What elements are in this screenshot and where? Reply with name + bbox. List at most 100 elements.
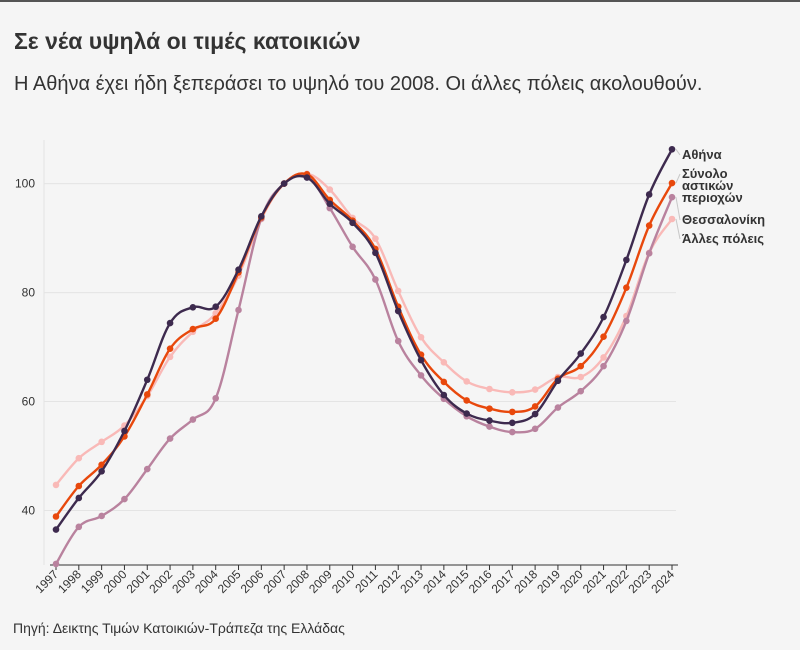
- y-axis: 40 60 80 100: [15, 177, 35, 518]
- data-point: [486, 423, 493, 430]
- x-tick-label: 2014: [420, 567, 449, 596]
- series-label-line: αστικών: [682, 178, 733, 193]
- data-point: [463, 410, 470, 417]
- data-point: [372, 276, 379, 283]
- data-point: [623, 256, 630, 264]
- series-label-line: περιοχών: [682, 190, 743, 205]
- data-point: [143, 376, 151, 384]
- chart-title: Σε νέα υψηλά οι τιμές κατοικιών: [14, 28, 361, 54]
- x-tick-label: 1998: [55, 567, 84, 596]
- data-point: [600, 313, 607, 321]
- label-connector: [675, 149, 681, 156]
- x-tick-label: 2001: [124, 567, 153, 596]
- x-tick-label: 2005: [215, 567, 244, 596]
- data-point: [75, 494, 83, 502]
- x-tick-label: 2004: [192, 567, 221, 596]
- series-label-group: Αθήνα: [675, 147, 722, 162]
- data-point: [52, 526, 60, 533]
- data-point: [212, 315, 220, 323]
- data-point: [280, 180, 288, 187]
- data-point: [98, 467, 105, 475]
- data-point: [75, 523, 83, 531]
- top-rule: [0, 0, 800, 2]
- data-point: [554, 404, 562, 411]
- data-point: [463, 397, 470, 404]
- x-tick-label: 2000: [101, 567, 130, 596]
- data-point: [121, 495, 128, 503]
- series-label-group: Θεσσαλονίκη: [675, 197, 765, 227]
- data-point: [212, 394, 220, 402]
- data-point: [303, 174, 311, 181]
- data-point: [372, 249, 379, 257]
- y-tick-label: 80: [22, 286, 36, 300]
- x-tick-label: 2018: [511, 567, 540, 596]
- y-tick-label: 60: [22, 395, 36, 409]
- data-point: [623, 284, 630, 291]
- series-label-line: Σύνολο: [682, 166, 728, 181]
- x-tick-label: 2002: [146, 567, 175, 596]
- series-line: [55, 148, 674, 531]
- data-point: [166, 319, 174, 327]
- series-label: Σύνολο αστικών περιοχών: [682, 166, 743, 205]
- data-point: [531, 403, 539, 410]
- x-tick-label: 2013: [397, 567, 426, 596]
- x-tick-label: 2009: [306, 567, 335, 596]
- data-point: [394, 337, 402, 345]
- data-point: [486, 405, 493, 412]
- data-point: [212, 303, 220, 311]
- data-point: [577, 373, 585, 381]
- data-point: [189, 303, 197, 311]
- data-point: [508, 419, 516, 427]
- data-point: [531, 386, 539, 393]
- x-tick-label: 2008: [283, 567, 312, 596]
- source-note: Πηγή: Δεικτης Τιμών Κατοικιών-Τράπεζα τη…: [13, 620, 345, 636]
- data-point: [531, 425, 539, 433]
- data-point: [508, 428, 516, 436]
- series-label: Άλλες πόλεις: [682, 231, 764, 246]
- data-point: [52, 513, 60, 520]
- x-tick-label: 2015: [443, 567, 472, 596]
- data-point: [143, 391, 151, 398]
- data-point: [440, 359, 448, 366]
- x-tick-label: 1997: [32, 567, 61, 596]
- chart-subtitle: Η Αθήνα έχει ήδη ξεπεράσει το υψηλό του …: [14, 73, 703, 95]
- data-point: [440, 391, 448, 399]
- data-point: [394, 287, 402, 295]
- x-tick-label: 1999: [78, 567, 107, 596]
- data-point: [417, 372, 425, 379]
- series-lines: [52, 145, 676, 568]
- x-tick-label: 2016: [466, 567, 495, 596]
- data-point: [417, 333, 425, 341]
- series-line: [55, 172, 674, 518]
- data-point: [189, 325, 197, 333]
- data-point: [486, 385, 493, 393]
- data-point: [668, 193, 676, 201]
- data-point: [75, 454, 83, 462]
- x-tick-label: 2006: [238, 567, 267, 596]
- data-point: [417, 356, 425, 364]
- x-tick-label: 2017: [489, 567, 518, 596]
- data-point: [349, 243, 356, 251]
- data-point: [577, 350, 585, 357]
- data-point: [235, 266, 242, 273]
- label-connector: [675, 197, 681, 221]
- data-point: [508, 408, 516, 416]
- x-tick-label: 2012: [375, 567, 404, 596]
- data-point: [189, 416, 197, 423]
- data-point: [75, 482, 83, 490]
- label-connector: [675, 218, 681, 240]
- data-point: [577, 362, 585, 370]
- data-point: [394, 307, 402, 315]
- x-tick-label: 2021: [580, 567, 609, 596]
- series-labels: Αθήνα Σύνολο αστικών περιοχών Θεσσαλονίκη Άλλ…: [675, 147, 765, 246]
- x-tick-label: 2007: [260, 567, 289, 596]
- data-point: [508, 388, 516, 396]
- data-point: [98, 438, 105, 446]
- series-2: [52, 172, 676, 568]
- x-tick-label: 2022: [603, 567, 632, 596]
- data-point: [600, 333, 607, 340]
- data-point: [121, 427, 128, 435]
- data-point: [645, 250, 653, 257]
- data-point: [166, 345, 174, 352]
- data-point: [440, 378, 448, 386]
